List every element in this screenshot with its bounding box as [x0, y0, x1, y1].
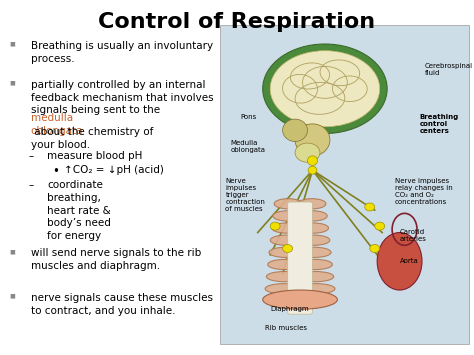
Ellipse shape: [295, 143, 320, 162]
Ellipse shape: [375, 222, 385, 230]
Ellipse shape: [370, 245, 380, 252]
Ellipse shape: [298, 247, 331, 257]
Text: ◼: ◼: [9, 41, 15, 47]
Ellipse shape: [263, 290, 337, 309]
Text: Carotid
arteries: Carotid arteries: [400, 229, 427, 242]
Ellipse shape: [298, 272, 334, 282]
Ellipse shape: [283, 245, 292, 252]
Text: Rib muscles: Rib muscles: [265, 325, 307, 331]
Text: Nerve
impulses
trigger
contraction
of muscles: Nerve impulses trigger contraction of mu…: [226, 178, 265, 212]
Text: coordinate
breathing,
heart rate &
body’s need
for energy: coordinate breathing, heart rate & body’…: [47, 180, 111, 241]
Text: about the chemistry of
your blood.: about the chemistry of your blood.: [31, 127, 153, 149]
Text: measure blood pH: measure blood pH: [47, 151, 143, 161]
Text: Pons: Pons: [240, 114, 256, 120]
Text: Breathing is usually an involuntary
process.: Breathing is usually an involuntary proc…: [31, 41, 213, 64]
Ellipse shape: [295, 124, 330, 156]
Ellipse shape: [266, 272, 302, 282]
Ellipse shape: [270, 51, 380, 127]
Text: ◼: ◼: [9, 80, 15, 86]
Text: –: –: [28, 151, 34, 161]
Ellipse shape: [268, 260, 302, 269]
Text: ◼: ◼: [9, 248, 15, 255]
Text: partially controlled by an internal
feedback mechanism that involves
signals bei: partially controlled by an internal feed…: [31, 80, 213, 115]
Ellipse shape: [298, 199, 326, 209]
Text: Breathing
control
centers: Breathing control centers: [419, 114, 459, 134]
Ellipse shape: [283, 119, 308, 141]
Text: Control of Respiration: Control of Respiration: [99, 12, 375, 32]
Ellipse shape: [308, 156, 318, 165]
Ellipse shape: [263, 44, 387, 133]
Text: –: –: [28, 180, 34, 190]
Text: Medulla
oblongata: Medulla oblongata: [230, 140, 265, 153]
Ellipse shape: [308, 166, 317, 174]
Ellipse shape: [265, 284, 303, 294]
Ellipse shape: [270, 235, 302, 245]
Ellipse shape: [298, 211, 327, 221]
Text: will send nerve signals to the rib
muscles and diaphragm.: will send nerve signals to the rib muscl…: [31, 248, 201, 271]
Text: medulla
oblongata: medulla oblongata: [31, 113, 83, 136]
Ellipse shape: [274, 199, 302, 209]
Ellipse shape: [272, 223, 302, 233]
Ellipse shape: [273, 211, 302, 221]
Ellipse shape: [377, 233, 422, 290]
FancyBboxPatch shape: [220, 25, 469, 344]
Text: •: •: [52, 165, 59, 178]
Ellipse shape: [298, 223, 328, 233]
Text: Diaphragm: Diaphragm: [270, 306, 309, 312]
Text: Cerebrospinal
fluid: Cerebrospinal fluid: [424, 63, 473, 76]
Ellipse shape: [270, 222, 280, 230]
Text: Aorta: Aorta: [400, 258, 419, 264]
Ellipse shape: [297, 284, 335, 294]
Text: ◼: ◼: [9, 293, 15, 299]
Ellipse shape: [298, 260, 332, 269]
Ellipse shape: [365, 203, 375, 211]
Ellipse shape: [298, 235, 330, 245]
Text: nerve signals cause these muscles
to contract, and you inhale.: nerve signals cause these muscles to con…: [31, 293, 213, 316]
Text: ↑CO₂ = ↓pH (acid): ↑CO₂ = ↓pH (acid): [64, 165, 164, 175]
Text: Nerve impulses
relay changes in
CO₂ and O₂
concentrations: Nerve impulses relay changes in CO₂ and …: [394, 178, 452, 205]
Ellipse shape: [269, 247, 302, 257]
FancyBboxPatch shape: [288, 202, 312, 314]
